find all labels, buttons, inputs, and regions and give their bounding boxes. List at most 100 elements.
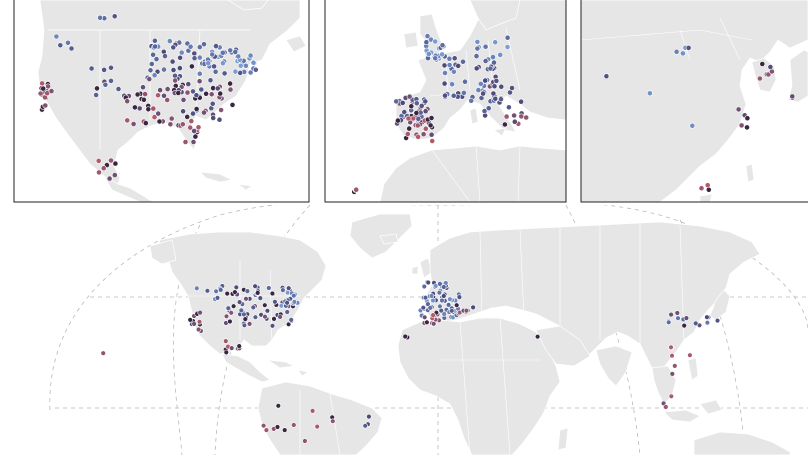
location-dot <box>487 65 494 72</box>
location-dot <box>140 96 147 103</box>
location-dot <box>738 122 745 129</box>
location-dot <box>223 349 230 356</box>
location-dot <box>330 418 336 424</box>
location-dot <box>241 311 247 318</box>
location-dot <box>431 321 437 327</box>
location-dot <box>767 64 774 70</box>
location-dot <box>169 58 176 65</box>
location-dot <box>227 80 233 87</box>
location-dot <box>672 363 678 369</box>
location-dot <box>668 311 674 318</box>
location-dot <box>224 290 230 297</box>
location-dot <box>692 320 699 327</box>
location-dot <box>217 90 224 97</box>
location-dot <box>438 307 444 314</box>
location-dot <box>492 95 499 102</box>
location-dot <box>262 302 268 308</box>
location-dot <box>151 72 158 79</box>
eurasia-main <box>423 221 761 373</box>
location-dot <box>196 44 203 50</box>
location-dot <box>190 139 197 145</box>
location-dot <box>214 295 221 301</box>
location-dot <box>57 42 64 49</box>
location-dot <box>233 284 240 290</box>
location-dot <box>209 51 216 58</box>
location-dot <box>196 70 203 77</box>
location-dot <box>263 427 270 433</box>
south-america-main <box>257 381 383 455</box>
inset-europe <box>325 0 566 202</box>
location-dot <box>93 92 99 98</box>
iceland-landmass <box>379 233 399 245</box>
location-dot <box>247 69 254 76</box>
location-dot <box>428 131 435 138</box>
location-dot <box>432 55 439 62</box>
location-dot <box>237 70 244 76</box>
location-dot <box>140 84 146 91</box>
location-dot <box>284 309 290 315</box>
location-dot <box>401 109 408 115</box>
location-dot <box>180 108 186 115</box>
location-dot <box>681 322 687 329</box>
location-dot <box>191 55 198 62</box>
location-dot <box>511 118 518 125</box>
location-dot <box>42 102 49 109</box>
location-dot <box>477 81 484 87</box>
location-dot <box>288 317 294 323</box>
location-dot <box>271 316 277 322</box>
location-dot <box>100 350 106 356</box>
location-dot <box>197 309 203 316</box>
location-dot <box>184 89 191 96</box>
east-asia-landmass <box>581 0 808 202</box>
location-dot <box>425 51 432 57</box>
location-dot <box>446 55 453 62</box>
location-dot <box>247 52 254 59</box>
location-dot <box>422 295 429 301</box>
location-dot <box>236 299 243 305</box>
location-dot <box>96 169 102 176</box>
location-dot <box>436 290 443 296</box>
location-dot <box>237 62 244 69</box>
location-dot <box>424 319 430 325</box>
location-dot <box>428 115 435 121</box>
location-dot <box>238 307 245 314</box>
location-dot <box>455 63 462 69</box>
location-dot <box>665 319 672 325</box>
location-dot <box>252 66 259 73</box>
location-dot <box>705 186 712 193</box>
location-dot <box>218 287 224 293</box>
location-dot <box>503 113 510 120</box>
location-dot <box>518 113 525 120</box>
location-dot <box>88 65 95 72</box>
location-dot <box>147 67 154 74</box>
location-dot <box>291 299 298 305</box>
location-dot <box>229 102 236 108</box>
sardinia-corsica <box>469 107 479 125</box>
location-dot <box>227 318 233 325</box>
location-dot <box>101 67 107 73</box>
location-dot <box>442 70 448 76</box>
location-dot <box>111 172 118 178</box>
location-dot <box>413 100 420 107</box>
japan-landmass <box>787 49 808 103</box>
location-dot <box>187 317 193 323</box>
east-asia-dots <box>603 44 796 193</box>
taiwan-landmass <box>745 163 755 183</box>
location-dot <box>170 67 177 73</box>
location-dot <box>757 75 763 82</box>
location-dot <box>223 313 230 319</box>
location-dot <box>425 279 431 286</box>
location-dot <box>405 115 412 122</box>
location-dot <box>102 81 109 88</box>
location-dot <box>493 78 500 84</box>
location-dot <box>498 83 505 90</box>
location-dot <box>669 371 675 377</box>
location-dot <box>490 54 496 60</box>
location-dot <box>124 117 131 124</box>
location-dot <box>164 97 171 103</box>
location-dot <box>275 403 281 409</box>
location-dot <box>232 49 239 55</box>
location-dot <box>243 296 249 302</box>
location-dot <box>252 283 258 289</box>
location-dot <box>482 43 489 50</box>
